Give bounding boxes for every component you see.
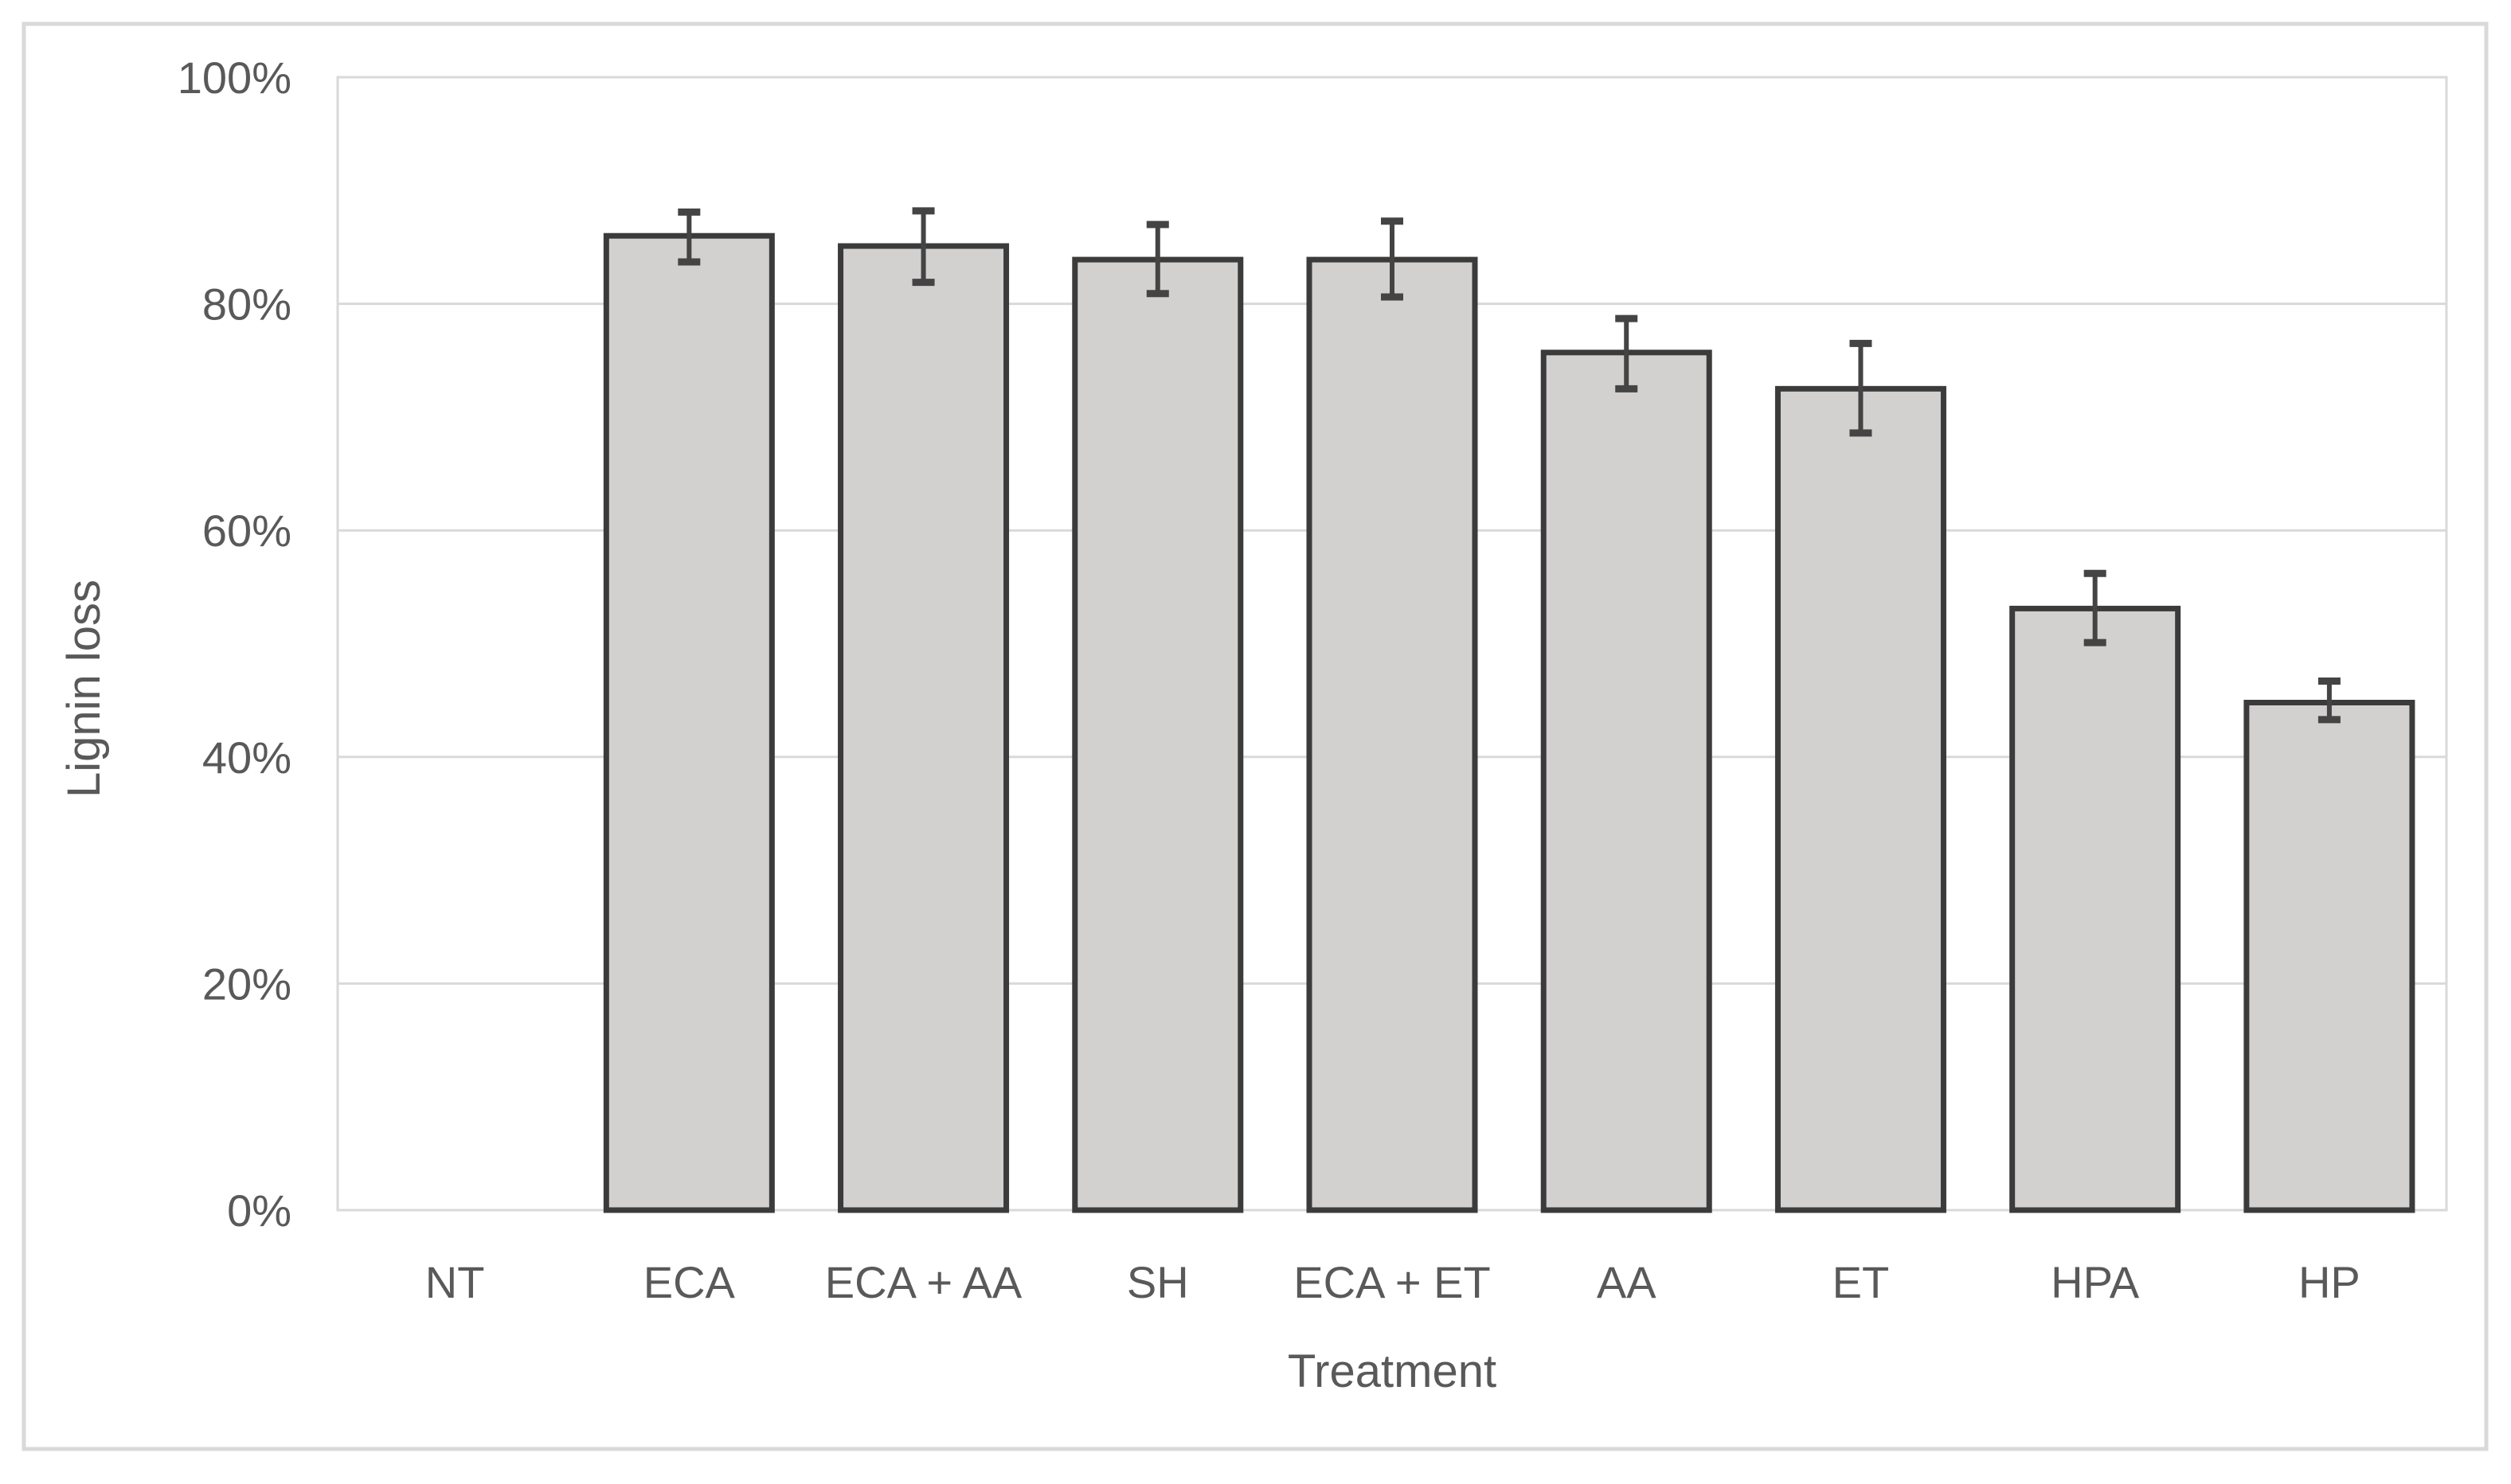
error-bar <box>678 208 701 266</box>
y-axis-tick-labels: 0% 20% 40% 60% 80% 100% <box>178 53 291 1236</box>
bar-sh <box>1072 256 1244 1213</box>
error-bars-layer <box>678 207 2341 724</box>
x-tick-label: HP <box>2298 1257 2360 1307</box>
x-tick-label: ECA + AA <box>825 1257 1023 1307</box>
error-bar <box>912 207 935 287</box>
y-axis-title: Lignin loss <box>58 580 110 798</box>
y-tick-label: 60% <box>202 506 291 556</box>
y-tick-label: 40% <box>202 732 291 783</box>
x-tick-label: HPA <box>2051 1257 2140 1307</box>
bar-aa <box>1540 350 1712 1213</box>
x-axis-title: Treatment <box>1288 1345 1496 1397</box>
x-tick-label: AA <box>1597 1257 1656 1307</box>
bars-layer <box>603 232 2415 1213</box>
error-bar <box>2083 569 2106 646</box>
bar-eca-et <box>1306 256 1478 1213</box>
bar-hp <box>2243 699 2415 1213</box>
x-axis-tick-labels: NT ECA ECA + AA SH ECA + ET AA ET HPA HP <box>425 1257 2360 1307</box>
x-tick-label: ECA + ET <box>1293 1257 1490 1307</box>
error-bar <box>1849 339 1872 437</box>
y-tick-label: 20% <box>202 959 291 1009</box>
x-tick-label: NT <box>425 1257 485 1307</box>
x-tick-label: SH <box>1127 1257 1189 1307</box>
error-bar <box>1381 217 1403 301</box>
error-bar <box>1146 221 1169 298</box>
error-bar <box>1615 314 1638 392</box>
bar-hpa <box>2009 605 2181 1213</box>
x-tick-label: ECA <box>643 1257 736 1307</box>
y-tick-label: 100% <box>178 53 291 103</box>
x-tick-label: ET <box>1832 1257 1890 1307</box>
bar-et <box>1774 385 1946 1213</box>
y-tick-label: 0% <box>227 1185 291 1236</box>
error-bar <box>2317 677 2341 724</box>
bar-eca <box>603 232 775 1213</box>
bar-eca-aa <box>838 243 1010 1213</box>
y-tick-label: 80% <box>202 279 291 330</box>
